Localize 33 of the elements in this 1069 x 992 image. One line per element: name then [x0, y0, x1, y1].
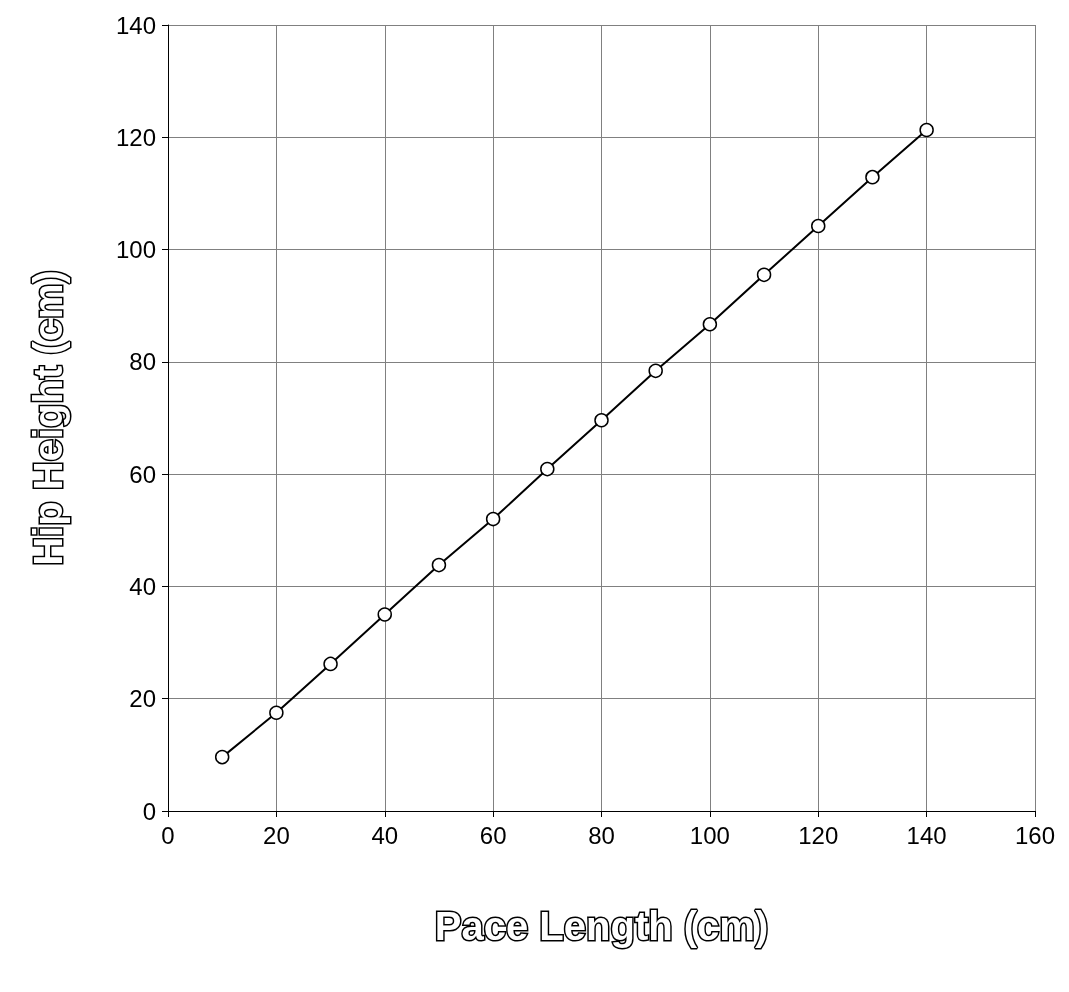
point: [919, 122, 934, 138]
point: [269, 705, 284, 720]
x-tick-label: 80: [588, 821, 615, 849]
point: [431, 557, 447, 573]
y-axis-title: Hip Height (cm): [26, 270, 70, 566]
point: [377, 607, 392, 622]
point: [485, 511, 501, 527]
x-axis-title: Pace Length (cm): [434, 904, 769, 948]
y-tick-label: 80: [129, 348, 156, 376]
y-tick-label: 60: [129, 460, 156, 488]
y-tick-label: 40: [129, 572, 156, 600]
point: [702, 316, 718, 332]
point: [756, 267, 772, 283]
point: [594, 413, 609, 428]
x-tick-label: 120: [798, 821, 839, 849]
x-tick-label: 0: [161, 821, 175, 849]
point: [811, 218, 826, 234]
x-tick-label: 100: [689, 821, 730, 849]
y-tick-label: 0: [142, 797, 156, 825]
x-tick-label: 140: [906, 821, 947, 849]
x-tick-label: 160: [1014, 821, 1056, 849]
y-tick-label: 20: [129, 685, 156, 713]
x-tick-label: 40: [371, 821, 399, 849]
point: [214, 749, 230, 765]
point: [648, 363, 663, 379]
y-tick-label: 100: [115, 236, 156, 264]
y-tick-label: 140: [115, 11, 156, 39]
point: [323, 656, 338, 672]
x-tick-label: 20: [263, 821, 290, 849]
x-tick-label: 60: [479, 821, 507, 849]
y-tick-label: 120: [115, 123, 156, 151]
point: [865, 169, 880, 185]
point: [540, 461, 555, 477]
